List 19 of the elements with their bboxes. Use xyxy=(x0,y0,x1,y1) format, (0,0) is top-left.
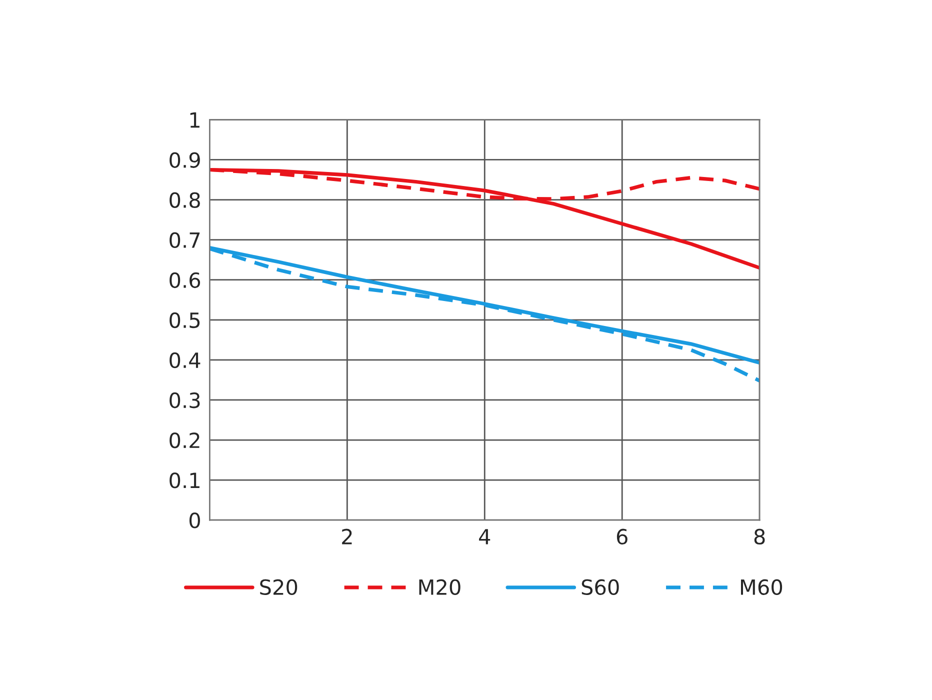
y-tick-label: 0.4 xyxy=(170,352,200,368)
x-tick-label: 2 xyxy=(342,528,352,544)
y-tick-label: 1 xyxy=(190,112,200,128)
y-tick-label: 0 xyxy=(189,512,200,528)
legend-label: M60 xyxy=(741,579,782,596)
y-tick-label: 0.5 xyxy=(170,312,200,328)
x-tick-label: 4 xyxy=(479,529,490,544)
y-tick-label: 0.1 xyxy=(170,472,200,488)
legend-label: S20 xyxy=(260,579,298,596)
y-tick-label: 0.8 xyxy=(170,192,200,208)
y-tick-label: 0.3 xyxy=(170,392,200,408)
x-tick-label: 8 xyxy=(754,528,765,545)
y-tick-label: 0.6 xyxy=(170,272,200,288)
legend-label: S60 xyxy=(582,579,619,596)
legend-label: M20 xyxy=(419,579,460,596)
y-tick-label: 0.2 xyxy=(170,432,200,448)
x-tick-label: 6 xyxy=(616,528,628,545)
y-tick-label: 0.9 xyxy=(170,152,200,168)
y-tick-label: 0.7 xyxy=(170,232,200,248)
